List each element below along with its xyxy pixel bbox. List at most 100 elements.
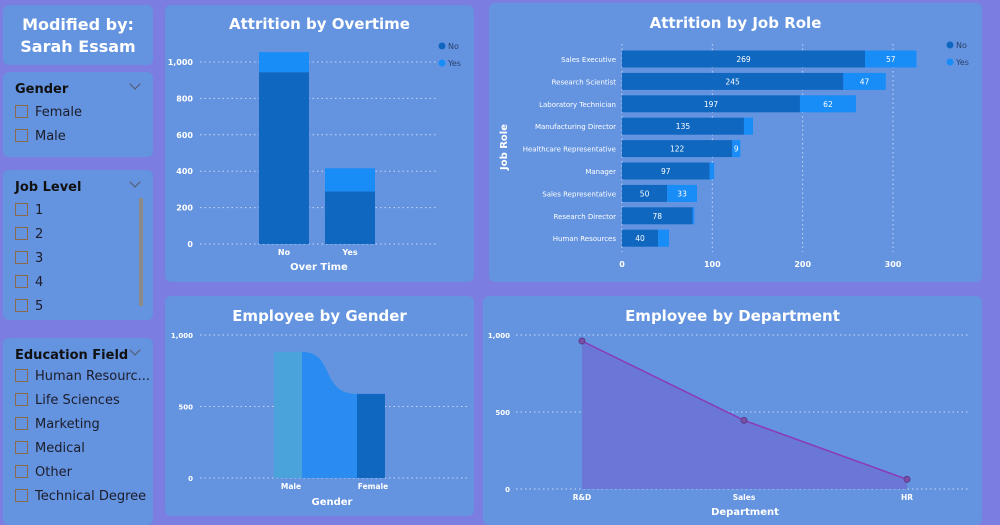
- slicer-item-label: 1: [35, 203, 44, 218]
- x-tick-label: 200: [794, 260, 811, 269]
- y-tick-label: 1,000: [488, 332, 510, 340]
- bar-yes: [325, 168, 375, 192]
- checkbox[interactable]: [15, 299, 28, 312]
- checkbox[interactable]: [15, 275, 28, 288]
- x-axis-title: Department: [711, 507, 779, 518]
- category-label: Manager: [585, 168, 616, 176]
- category-label: Human Resources: [553, 235, 617, 243]
- legend-marker-no: [438, 42, 446, 50]
- slicer-item[interactable]: 5: [15, 298, 43, 316]
- checkbox[interactable]: [15, 251, 28, 264]
- y-tick-label: 400: [176, 167, 193, 176]
- slicer-item[interactable]: Life Sciences: [15, 392, 120, 410]
- x-tick-label: 0: [619, 260, 625, 269]
- gender-slicer-title: Gender: [15, 82, 69, 97]
- x-tick-label: No: [278, 248, 291, 257]
- y-tick-label: 0: [505, 486, 510, 494]
- bar-male: [274, 351, 302, 478]
- x-tick-label: 100: [704, 260, 721, 269]
- author-line1: Modified by:: [22, 15, 134, 34]
- gender-chart-title: Employee by Gender: [232, 307, 407, 325]
- y-tick-label: 200: [176, 204, 193, 213]
- bar-no: [622, 229, 659, 247]
- slicer-item[interactable]: 1: [15, 202, 43, 220]
- x-tick-label: Female: [358, 482, 388, 491]
- x-tick-label: Male: [281, 482, 301, 491]
- bar-yes: [667, 184, 697, 202]
- checkbox[interactable]: [15, 227, 28, 240]
- bar-yes: [658, 229, 669, 247]
- checkbox[interactable]: [15, 489, 28, 502]
- data-label-no: 78: [652, 212, 662, 221]
- y-tick-label: 500: [495, 409, 510, 417]
- scrollbar[interactable]: [139, 198, 143, 306]
- data-label-no: 50: [640, 189, 650, 198]
- slicer-item[interactable]: 4: [15, 274, 43, 292]
- bar-no: [622, 95, 800, 113]
- ribbon: [302, 351, 357, 478]
- checkbox[interactable]: [15, 369, 28, 382]
- education-field-slicer: Education Field Human Resourc... Life Sc…: [3, 338, 153, 525]
- slicer-item[interactable]: 3: [15, 250, 43, 268]
- slicer-item-label: Male: [35, 129, 66, 144]
- bar-yes: [732, 140, 741, 158]
- slicer-item-label: 4: [35, 275, 44, 290]
- legend-label-no: No: [956, 41, 967, 50]
- bar-no: [622, 117, 744, 135]
- checkbox[interactable]: [15, 393, 28, 406]
- x-axis-title: Over Time: [290, 262, 348, 273]
- legend-marker-yes: [946, 58, 954, 66]
- overtime-chart-title: Attrition by Overtime: [229, 15, 410, 33]
- checkbox[interactable]: [15, 203, 28, 216]
- y-axis-title: Job Role: [499, 124, 510, 171]
- legend-marker-no: [946, 41, 954, 49]
- x-axis-title: Gender: [312, 497, 353, 508]
- bar-no: [622, 207, 693, 225]
- job-level-slicer-title: Job Level: [15, 180, 82, 195]
- data-label-yes: 9: [734, 145, 739, 154]
- category-label: Healthcare Representative: [523, 146, 616, 154]
- bar-no: [325, 191, 375, 244]
- data-label-yes: 57: [886, 55, 896, 64]
- checkbox[interactable]: [15, 129, 28, 142]
- checkbox[interactable]: [15, 417, 28, 430]
- legend-marker-yes: [438, 59, 446, 67]
- slicer-item-label: 5: [35, 299, 44, 314]
- job-role-chart-title: Attrition by Job Role: [649, 14, 822, 32]
- slicer-item[interactable]: Male: [15, 128, 66, 146]
- y-tick-label: 800: [176, 94, 193, 103]
- slicer-item-label: Medical: [35, 441, 85, 456]
- slicer-item[interactable]: Female: [15, 104, 82, 122]
- slicer-item[interactable]: Marketing: [15, 416, 100, 434]
- slicer-item-label: Other: [35, 465, 72, 480]
- category-label: Research Director: [554, 213, 617, 221]
- slicer-item-label: Human Resourc...: [35, 369, 151, 384]
- checkbox[interactable]: [15, 465, 28, 478]
- slicer-item[interactable]: 2: [15, 226, 43, 244]
- slicer-item[interactable]: Other: [15, 464, 72, 482]
- y-tick-label: 1,000: [171, 332, 193, 340]
- slicer-item[interactable]: Human Resourc...: [15, 368, 150, 386]
- slicer-item-label: 3: [35, 251, 44, 266]
- checkbox[interactable]: [15, 441, 28, 454]
- legend-label-no: No: [448, 42, 459, 51]
- slicer-item[interactable]: Medical: [15, 440, 85, 458]
- data-point: [578, 337, 586, 345]
- bar-female: [357, 393, 385, 478]
- bar-no: [622, 162, 710, 180]
- data-point: [903, 475, 911, 483]
- category-label: Research Scientist: [552, 78, 617, 86]
- x-tick-label: HR: [901, 493, 913, 502]
- bar-yes: [259, 52, 309, 73]
- job-level-slicer: Job Level 1 2 3 4 5: [3, 170, 153, 320]
- bar-no: [622, 72, 844, 90]
- bar-no: [259, 72, 309, 244]
- data-label-no: 40: [635, 234, 645, 243]
- bar-yes: [709, 162, 715, 180]
- checkbox[interactable]: [15, 105, 28, 118]
- y-tick-label: 0: [187, 240, 193, 249]
- category-label: Sales Executive: [561, 56, 616, 64]
- slicer-item[interactable]: Technical Degree: [15, 488, 146, 506]
- education-field-slicer-title: Education Field: [15, 348, 129, 363]
